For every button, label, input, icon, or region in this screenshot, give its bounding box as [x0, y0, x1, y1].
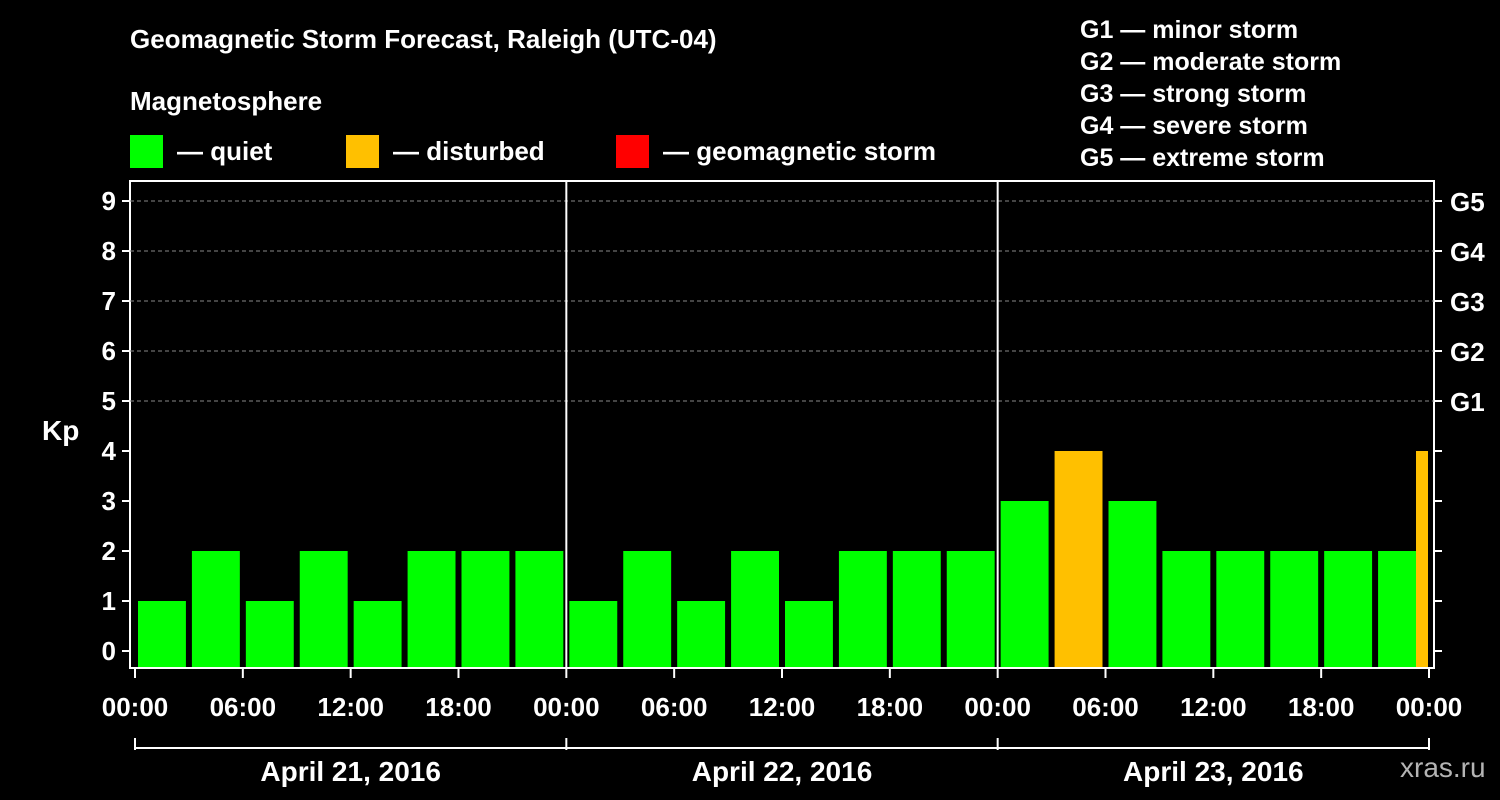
- y-tick-label-4: 4: [102, 436, 117, 466]
- bar-15: [946, 551, 995, 667]
- g-legend-g2: G2 — moderate storm: [1080, 48, 1342, 76]
- bar-12: [785, 601, 833, 667]
- legend-swatch-quiet: [130, 134, 163, 168]
- x-tick-label-3: 18:00: [425, 692, 492, 722]
- g-legend-g4: G4 — severe storm: [1080, 112, 1308, 140]
- x-tick-label-8: 00:00: [964, 692, 1031, 722]
- bar-2: [245, 601, 294, 667]
- y-tick-label-0: 0: [102, 636, 116, 666]
- bar-7: [515, 551, 564, 667]
- bar-11: [731, 551, 779, 667]
- bar-20: [1216, 551, 1265, 667]
- x-tick-label-1: 06:00: [210, 692, 277, 722]
- y-tick-label-7: 7: [102, 286, 116, 316]
- x-tick-label-9: 06:00: [1072, 692, 1139, 722]
- g-scale-label-g2: G2: [1450, 337, 1485, 367]
- x-tick-label-5: 06:00: [641, 692, 708, 722]
- bar-18: [1108, 501, 1157, 667]
- x-tick-label-0: 00:00: [102, 692, 169, 722]
- bar-14: [892, 551, 941, 667]
- x-tick-label-11: 18:00: [1288, 692, 1355, 722]
- y-tick-label-1: 1: [102, 586, 116, 616]
- g-legend-g3: G3 — strong storm: [1080, 80, 1307, 108]
- bar-5: [407, 551, 456, 667]
- bar-16: [1000, 501, 1049, 667]
- bar-1: [191, 551, 240, 667]
- x-tick-label-12: 00:00: [1396, 692, 1463, 722]
- y-tick-label-6: 6: [102, 336, 116, 366]
- x-tick-label-10: 12:00: [1180, 692, 1247, 722]
- legend-item-disturbed: — disturbed: [346, 134, 545, 168]
- bar-21: [1270, 551, 1319, 667]
- y-axis-label: Kp: [42, 415, 79, 446]
- bar-0: [138, 601, 186, 667]
- g-scale-label-g3: G3: [1450, 287, 1485, 317]
- y-tick-label-3: 3: [102, 486, 116, 516]
- bar-19: [1162, 551, 1211, 667]
- legend-label-storm: — geomagnetic storm: [663, 135, 937, 166]
- bar-3: [299, 551, 348, 667]
- g-scale-label-g1: G1: [1450, 387, 1485, 417]
- legend-swatch-storm: [616, 134, 649, 168]
- x-tick-label-6: 12:00: [749, 692, 816, 722]
- day-label-0: April 21, 2016: [260, 756, 441, 787]
- legend-swatch-disturbed: [346, 134, 379, 168]
- bar-4: [353, 601, 402, 667]
- y-tick-label-5: 5: [102, 386, 116, 416]
- bar-22: [1324, 551, 1373, 667]
- chart-subtitle: Magnetosphere: [130, 86, 323, 116]
- y-tick-label-8: 8: [102, 236, 116, 266]
- legend-item-quiet: — quiet: [130, 134, 272, 168]
- legend-item-storm: — geomagnetic storm: [616, 134, 936, 168]
- g-scale-label-g4: G4: [1450, 237, 1485, 267]
- g-scale-label-g5: G5: [1450, 187, 1485, 217]
- legend-label-quiet: — quiet: [177, 135, 273, 166]
- bar-10: [677, 601, 726, 667]
- watermark: xras.ru: [1400, 752, 1486, 783]
- y-tick-label-9: 9: [102, 186, 116, 216]
- legend-label-disturbed: — disturbed: [393, 135, 545, 166]
- g-legend-g1: G1 — minor storm: [1080, 16, 1299, 44]
- bar-8: [569, 601, 618, 667]
- x-tick-label-2: 12:00: [317, 692, 384, 722]
- bar-13: [838, 551, 887, 667]
- x-tick-label-7: 18:00: [857, 692, 924, 722]
- bar-17: [1054, 451, 1103, 667]
- chart-title: Geomagnetic Storm Forecast, Raleigh (UTC…: [130, 24, 717, 54]
- bar-9: [623, 551, 672, 667]
- bar-6: [461, 551, 510, 667]
- x-tick-label-4: 00:00: [533, 692, 600, 722]
- day-label-2: April 23, 2016: [1123, 756, 1304, 787]
- g-legend-g5: G5 — extreme storm: [1080, 144, 1325, 172]
- y-tick-label-2: 2: [102, 536, 116, 566]
- day-label-1: April 22, 2016: [692, 756, 873, 787]
- bar-24: [1416, 451, 1428, 667]
